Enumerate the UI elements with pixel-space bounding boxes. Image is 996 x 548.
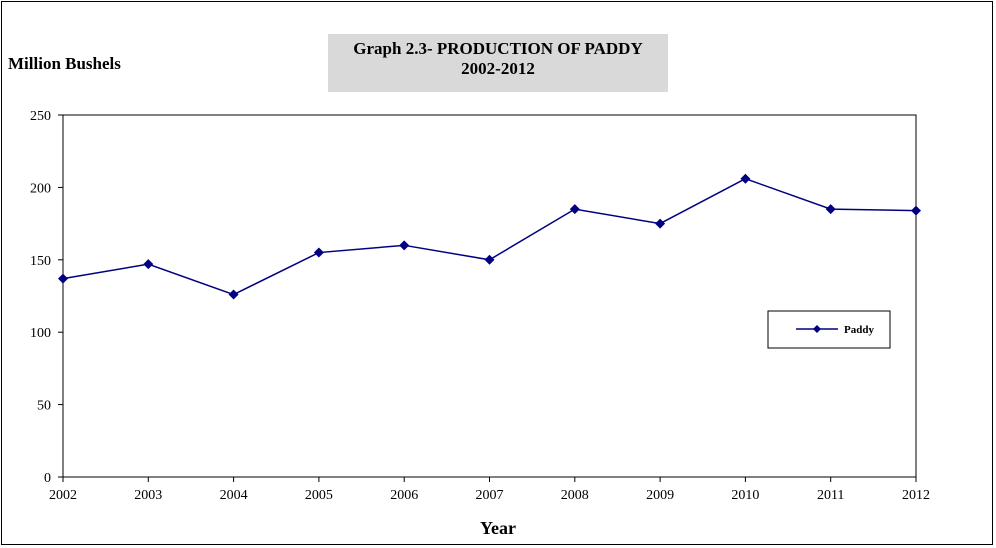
x-tick-label: 2005 [305, 488, 333, 503]
x-tick-label: 2010 [731, 488, 759, 503]
x-tick-label: 2012 [902, 488, 930, 503]
x-axis-label: Year [480, 518, 516, 538]
x-tick-label: 2007 [476, 488, 504, 503]
chart-subtitle: 2002-2012 [461, 59, 535, 78]
data-point-marker [655, 218, 666, 229]
y-tick-label: 0 [44, 471, 51, 486]
data-point-marker [399, 240, 410, 251]
x-tick-label: 2002 [49, 488, 77, 503]
data-point-marker [143, 259, 154, 270]
legend: Paddy [767, 310, 891, 349]
x-tick-label: 2009 [646, 488, 674, 503]
x-tick-label: 2004 [220, 488, 248, 503]
x-tick-label: 2006 [390, 488, 418, 503]
y-ticks: 0 50 100 150 200 250 [30, 109, 63, 486]
y-tick-label: 200 [30, 181, 51, 196]
data-point-marker [569, 204, 580, 215]
data-point-marker [484, 254, 495, 265]
plot-area [62, 114, 917, 478]
legend-marker-swatch [813, 325, 821, 333]
series-group [58, 173, 921, 300]
x-ticks: 2002 2003 2004 2005 2006 2007 2008 2009 2010 2011… [49, 477, 930, 503]
x-tick-label: 2008 [561, 488, 589, 503]
data-point-marker [911, 205, 921, 216]
y-axis-label: Million Bushels [8, 54, 121, 73]
y-tick-label: 50 [37, 399, 51, 414]
data-point-marker [313, 247, 324, 258]
legend-label-paddy: Paddy [844, 324, 874, 336]
y-tick-label: 250 [30, 109, 51, 124]
x-tick-label: 2003 [134, 488, 162, 503]
chart-title-box: Graph 2.3- PRODUCTION OF PADDY 2002-2012 [328, 34, 668, 92]
data-point-marker [740, 173, 751, 184]
data-point-marker [58, 273, 68, 284]
data-point-marker [228, 289, 239, 300]
x-tick-label: 2011 [817, 488, 844, 503]
y-tick-label: 150 [30, 254, 51, 269]
data-point-marker [825, 204, 836, 215]
y-tick-label: 100 [30, 326, 51, 341]
chart-title: Graph 2.3- PRODUCTION OF PADDY [353, 39, 643, 58]
